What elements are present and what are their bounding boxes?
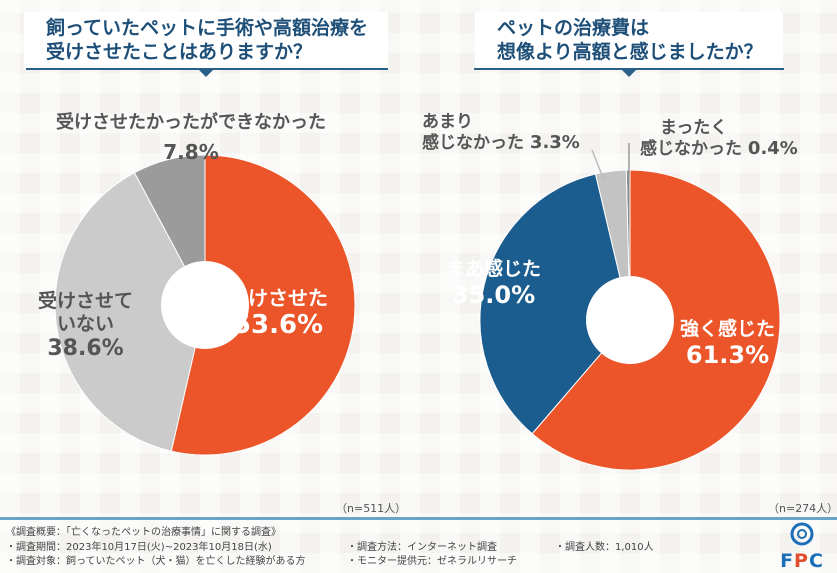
title-line-1: 飼っていたペットに手術や高額治療を xyxy=(46,17,369,39)
label-right-tiny: まったく 感じなかった 0.4% xyxy=(640,118,798,160)
slice-value: 35.0% xyxy=(451,280,536,309)
slice-value: 61.3% xyxy=(685,340,770,369)
slice-label: 受けさせて xyxy=(38,290,134,312)
label-left-dark: 受けさせたかったができなかった 7.8% xyxy=(26,112,356,164)
logo-text: FPC xyxy=(780,550,824,572)
title-line-1: ペットの治療費は xyxy=(497,17,650,39)
sample-size: （n=274人） xyxy=(768,502,837,515)
logo-swirl-icon xyxy=(790,522,814,546)
footer-divider xyxy=(0,517,837,520)
slice-label: まあ感じた xyxy=(446,258,542,280)
slice-label: 強く感じた xyxy=(680,318,776,340)
survey-monitor: ・モニター提供元：ゼネラルリサーチ xyxy=(347,556,517,567)
title-line-2: 想像より高額と感じましたか？ xyxy=(497,41,763,63)
slice-label: 受けさせたかったができなかった xyxy=(56,112,326,133)
slice-value: 53.6% xyxy=(232,310,324,340)
pointer-triangle xyxy=(622,70,636,77)
divider xyxy=(26,68,388,70)
slice-value: 7.8% xyxy=(163,139,219,164)
label-right-light: あまり 感じなかった 3.3% xyxy=(422,112,580,154)
survey-target: ・調査対象：飼っていたペット（犬・猫）を亡くした経験がある方 xyxy=(6,556,306,567)
sample-size: （n=511人） xyxy=(336,502,407,515)
pointer-triangle xyxy=(199,70,213,77)
survey-period: ・調査期間：2023年10月17日(火)~2023年10月18日(水) xyxy=(6,542,272,553)
slice-label: 感じなかった xyxy=(640,139,742,160)
slice-label: いない xyxy=(57,312,115,335)
survey-count: ・調査人数：1,010人 xyxy=(555,542,654,553)
slice-value: 0.4% xyxy=(747,138,798,160)
donut-hole xyxy=(161,261,249,349)
donut-slice-0-1 xyxy=(54,171,206,452)
slice-label: まったく xyxy=(660,118,728,138)
left-chart-title: 飼っていたペットに手術や高額治療を 受けさせたことはありますか？ xyxy=(24,12,388,70)
label-right-blue: まあ感じた 35.0% xyxy=(446,258,541,310)
fpc-logo: FPC xyxy=(778,522,826,572)
slice-value: 3.3% xyxy=(529,132,580,154)
divider xyxy=(474,68,784,70)
right-chart-title: ペットの治療費は 想像より高額と感じましたか？ xyxy=(475,12,783,70)
slice-value: 38.6% xyxy=(47,335,124,361)
survey-method: ・調査方法：インターネット調査 xyxy=(347,542,497,553)
donut-slice-1-1 xyxy=(479,173,631,435)
label-left-gray: 受けさせて いない 38.6% xyxy=(38,290,133,362)
donut-slice-0-0 xyxy=(170,154,356,456)
donut-hole xyxy=(586,276,674,364)
leader-line xyxy=(591,149,605,181)
slice-label: 受けさせた xyxy=(228,286,328,310)
label-right-red: 強く感じた 61.3% xyxy=(680,318,775,370)
slice-label: あまり xyxy=(422,112,473,132)
slice-label: 感じなかった xyxy=(422,133,524,154)
survey-heading: 《調査概要：「亡くなったペットの治療事情」に関する調査》 xyxy=(6,527,281,538)
title-line-2: 受けさせたことはありますか？ xyxy=(46,41,313,63)
label-left-red: 受けさせた 53.6% xyxy=(228,286,328,341)
